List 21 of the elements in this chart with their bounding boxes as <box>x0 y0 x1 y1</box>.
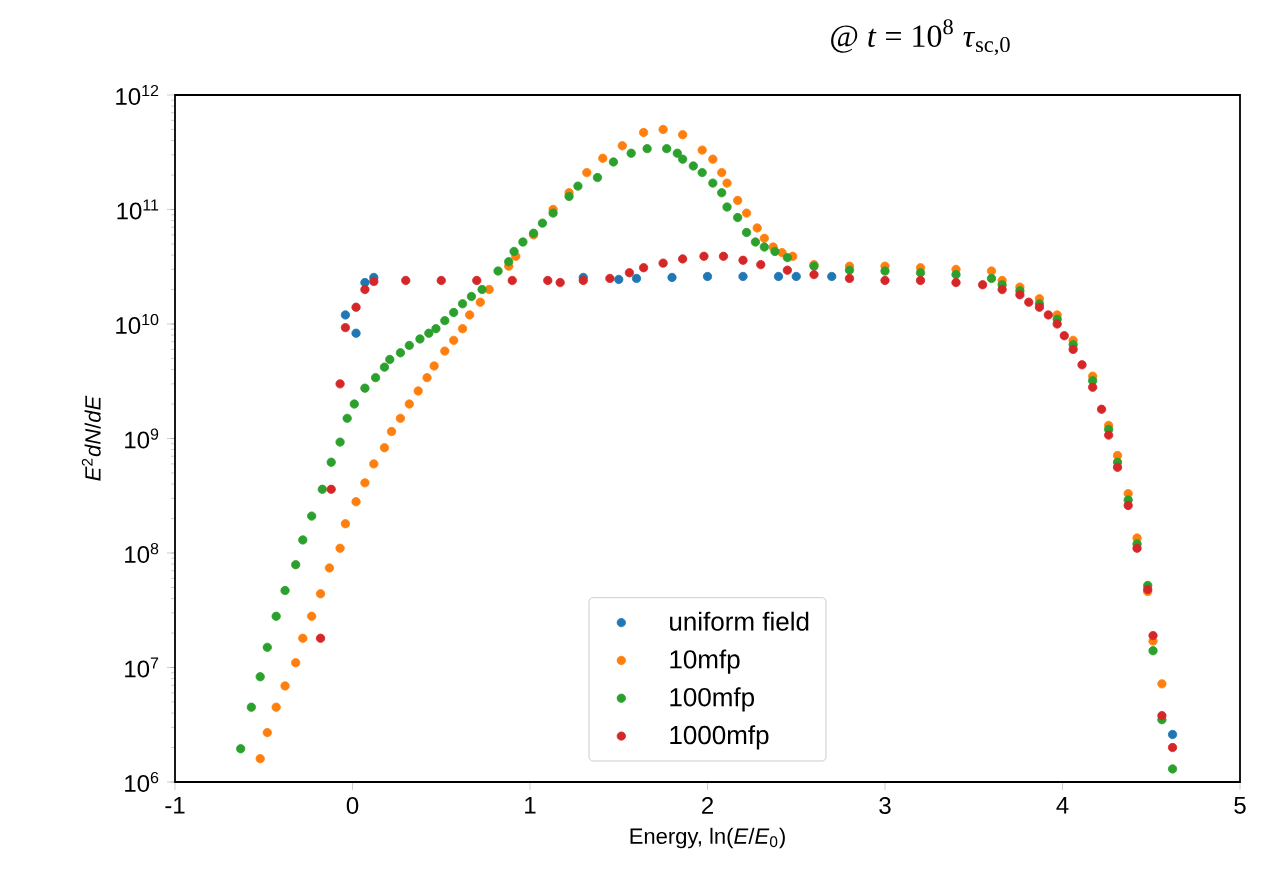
y-axis-title: E$^{2}$dN/dE <box>81 395 101 481</box>
y-tick-label: 10$^{7}$ <box>125 657 159 678</box>
y-tick-label: 10$^{11}$ <box>117 199 159 220</box>
y-tick-label: 10$^{8}$ <box>125 542 159 564</box>
x-axis-title: Energy, ln(E/E$_{0}$) <box>630 827 785 849</box>
y-tick-label: 10$^{6}$ <box>125 771 159 793</box>
x-tick-label: 3 <box>879 797 891 815</box>
legend-label: uniform field <box>670 611 809 631</box>
legend-label: 1000mfp <box>670 725 769 750</box>
y-tick-label: 10$^{12}$ <box>116 84 159 106</box>
x-tick-label: 2 <box>702 797 713 814</box>
chart-title: @ t = 10$^{8}$ τ$_{sc,0}$ <box>831 19 1010 56</box>
x-tick-label: 4 <box>1056 797 1069 814</box>
x-tick-label: 0 <box>346 797 359 815</box>
legend-label: 100mfp <box>670 687 755 712</box>
y-tick-label: 10$^{9}$ <box>125 428 159 449</box>
legend-label: 10mfp <box>670 649 740 674</box>
x-tick-label: 1 <box>525 797 536 814</box>
x-tick-label: -1 <box>165 797 185 814</box>
y-tick-label: 10$^{10}$ <box>116 313 159 335</box>
x-tick-label: 5 <box>1234 797 1246 814</box>
